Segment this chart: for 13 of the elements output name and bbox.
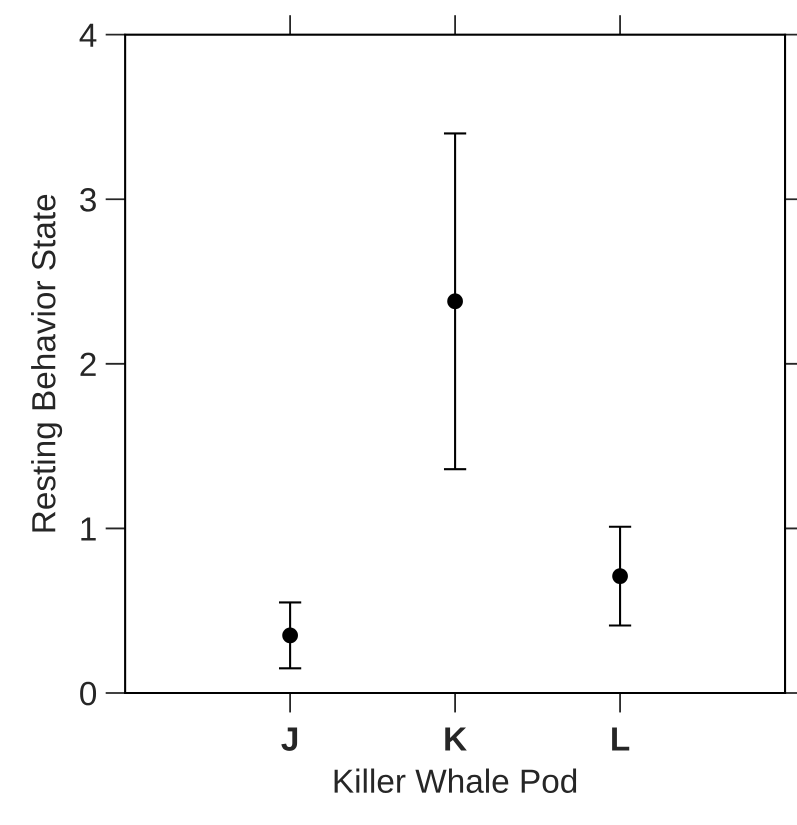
y-tick-label: 2	[80, 352, 96, 376]
y-tick-label: 0	[80, 682, 96, 706]
y-axis-title: Resting Behavior State	[31, 194, 62, 532]
point	[612, 568, 628, 584]
y-tick-label: 4	[80, 24, 96, 47]
x-tick-label: L	[612, 728, 630, 750]
point	[282, 628, 298, 644]
x-tick-label: K	[445, 728, 467, 750]
y-tick-label: 3	[80, 188, 96, 212]
x-axis-title: Killer Whale Pod	[334, 768, 576, 793]
y-tick-label: 1	[81, 518, 96, 540]
point	[447, 293, 463, 310]
x-tick-label: J	[281, 728, 298, 751]
